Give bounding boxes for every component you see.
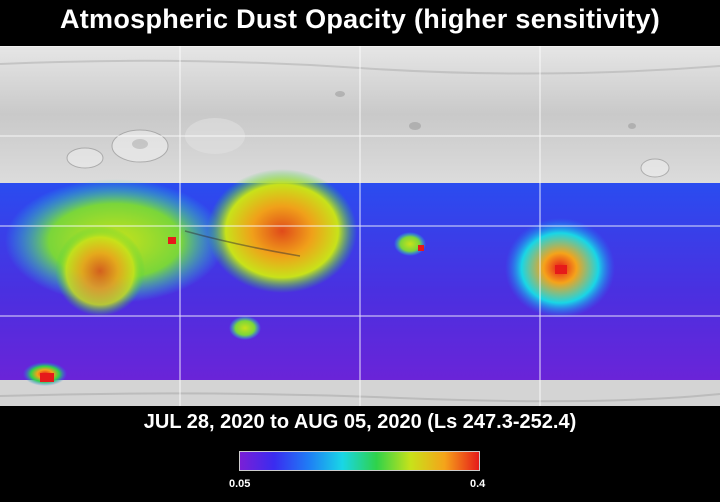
terrain-features bbox=[0, 59, 720, 403]
colorbar-max-label: 0.4 bbox=[470, 478, 486, 490]
map-title: Atmospheric Dust Opacity (higher sensiti… bbox=[59, 4, 661, 34]
mars-dust-map bbox=[0, 46, 720, 406]
graticule bbox=[0, 46, 720, 406]
colorbar-min-label: 0.05 bbox=[229, 478, 251, 490]
date-range-label: JUL 28, 2020 to AUG 05, 2020 (Ls 247.3-2… bbox=[143, 411, 577, 433]
color-scale-bar bbox=[239, 451, 480, 471]
